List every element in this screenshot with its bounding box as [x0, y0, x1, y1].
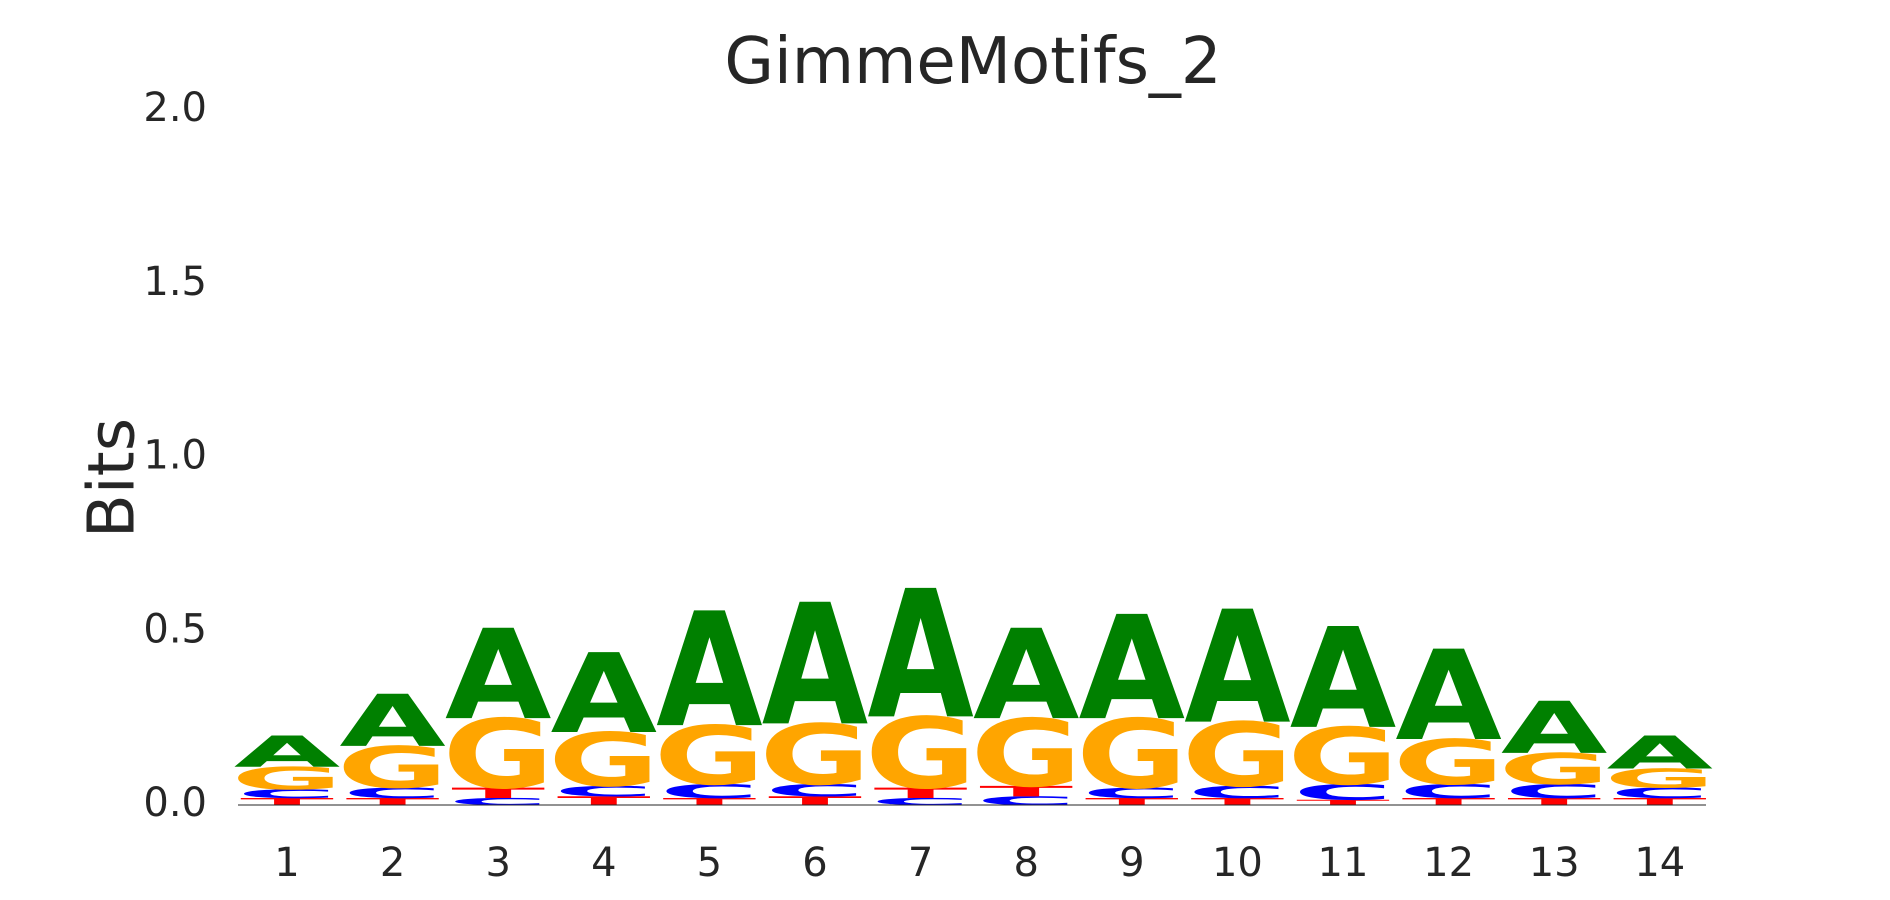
x-tick-label: 1 [274, 840, 299, 886]
logo-letter-c: C [1293, 780, 1393, 805]
x-tick-label: 9 [1119, 840, 1144, 886]
x-tick-label: 8 [1013, 840, 1038, 886]
logo-letter-g: G [548, 718, 659, 804]
logo-letter-c: C [871, 796, 971, 807]
logo-letter-t: T [1613, 796, 1707, 807]
logo-letter-c: C [1399, 780, 1499, 802]
logo-letter-a: A [1395, 624, 1501, 768]
x-tick-label: 3 [485, 840, 510, 886]
logo-letter-c: C [554, 783, 654, 800]
logo-letter-a: A [1607, 727, 1713, 780]
logo-letter-t: T [451, 785, 545, 802]
x-axis-ticks: 1 2 3 4 5 6 7 8 9 10 11 12 13 14 [274, 840, 1685, 886]
logo-letter-t: T [240, 796, 334, 807]
logo-letter-g: G [231, 761, 342, 797]
logo-letter-g: G [1604, 763, 1715, 794]
x-tick-label: 13 [1529, 840, 1580, 886]
logo-letter-g: G [337, 734, 448, 801]
x-tick-label: 12 [1423, 840, 1474, 886]
logo-letter-c: C [237, 787, 337, 801]
logo-letter-t: T [1191, 796, 1285, 807]
logo-letter-g: G [1393, 727, 1504, 799]
y-axis-label: Bits [76, 418, 150, 538]
logo-letter-a: A [656, 579, 762, 762]
x-tick-label: 2 [380, 840, 405, 886]
logo-letter-g: G [654, 709, 765, 803]
logo-letter-t: T [1402, 796, 1496, 807]
logo-letter-a: A [234, 727, 341, 777]
logo-letter-t: T [346, 796, 440, 807]
y-axis-ticks: 0.0 0.5 1.0 1.5 2.0 [143, 85, 207, 826]
x-tick-label: 5 [697, 840, 722, 886]
y-tick-label: 1.0 [143, 433, 207, 479]
logo-letter-t: T [768, 794, 862, 808]
logo-letter-t: T [663, 796, 757, 807]
logo-letter-a: A [445, 604, 551, 748]
logo-letter-t: T [874, 785, 968, 802]
logo-letter-g: G [443, 699, 554, 810]
logo-letter-a: A [762, 569, 868, 763]
logo-letter-t: T [1085, 796, 1179, 807]
logo-letter-t: T [1296, 798, 1390, 806]
logo-letter-c: C [660, 780, 760, 802]
logo-letter-c: C [1610, 785, 1710, 802]
logo-letter-t: T [557, 794, 651, 808]
logo-letter-g: G [971, 700, 1082, 808]
logo-letter-g: G [1182, 704, 1293, 807]
y-tick-label: 1.5 [143, 259, 207, 305]
logo-letter-g: G [865, 697, 976, 811]
logo-letter-g: G [1076, 699, 1187, 810]
y-tick-label: 0.0 [143, 780, 207, 826]
logo-letter-c: C [976, 794, 1076, 808]
logo-letter-c: C [1188, 783, 1288, 803]
logo-letter-a: A [1290, 598, 1397, 759]
logo-letter-c: C [1504, 780, 1604, 802]
logo-letter-a: A [1184, 578, 1290, 759]
logo-letter-g: G [759, 707, 870, 804]
x-tick-label: 11 [1318, 840, 1369, 886]
chart-title: GimmeMotifs_2 [724, 25, 1221, 99]
x-tick-label: 4 [591, 840, 616, 886]
logo-letter-a: A [973, 604, 1079, 748]
logo-letter-c: C [343, 785, 443, 802]
y-tick-label: 2.0 [143, 85, 207, 131]
logo-stacks: TCGATCGACTGATCGATCGATCGACTGACTGATCGATCGA… [231, 554, 1715, 811]
logo-letter-c: C [1082, 785, 1182, 802]
logo-letter-a: A [867, 554, 973, 759]
logo-letter-t: T [979, 783, 1073, 800]
logo-letter-c: C [765, 781, 865, 801]
x-tick-label: 14 [1634, 840, 1685, 886]
logo-letter-a: A [1501, 686, 1608, 770]
logo-letter-a: A [551, 632, 657, 759]
x-tick-label: 10 [1212, 840, 1263, 886]
logo-letter-g: G [1287, 712, 1398, 804]
logo-letter-a: A [1079, 587, 1185, 753]
x-tick-label: 7 [908, 840, 933, 886]
x-tick-label: 6 [802, 840, 827, 886]
logo-letter-c: C [448, 796, 548, 807]
logo-letter-a: A [339, 679, 446, 763]
logo-letter-t: T [1507, 796, 1601, 807]
logo-letter-g: G [1499, 744, 1610, 794]
y-tick-label: 0.5 [143, 606, 207, 652]
